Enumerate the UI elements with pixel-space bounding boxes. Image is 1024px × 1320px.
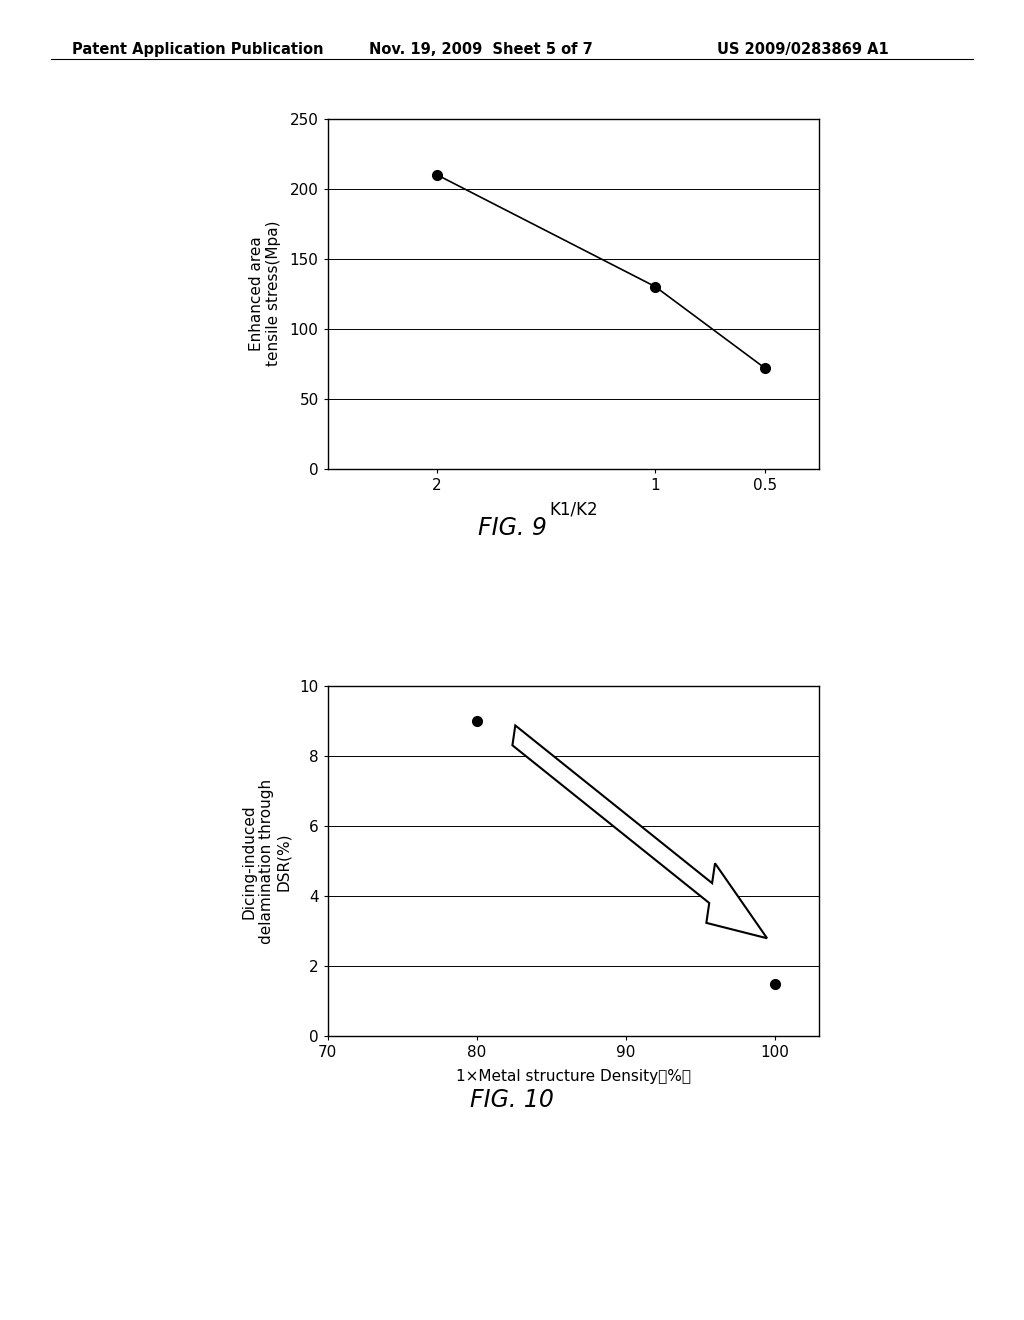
Y-axis label: Enhanced area
tensile stress(Mpa): Enhanced area tensile stress(Mpa) [249, 220, 282, 367]
FancyArrow shape [512, 726, 767, 939]
Text: FIG. 9: FIG. 9 [477, 516, 547, 540]
X-axis label: K1/K2: K1/K2 [549, 502, 598, 519]
Text: Nov. 19, 2009  Sheet 5 of 7: Nov. 19, 2009 Sheet 5 of 7 [369, 42, 593, 57]
Y-axis label: Dicing-induced
delamination through
DSR(%): Dicing-induced delamination through DSR(… [242, 779, 291, 944]
Text: FIG. 10: FIG. 10 [470, 1088, 554, 1111]
X-axis label: 1×Metal structure Density（%）: 1×Metal structure Density（%） [456, 1069, 691, 1084]
Text: US 2009/0283869 A1: US 2009/0283869 A1 [717, 42, 889, 57]
Text: Patent Application Publication: Patent Application Publication [72, 42, 324, 57]
